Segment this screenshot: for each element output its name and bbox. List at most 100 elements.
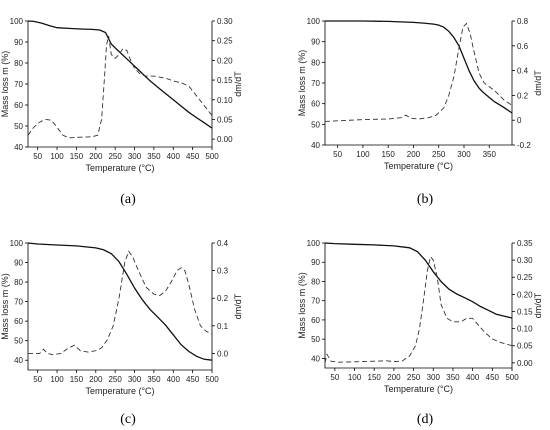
- y-left-tick-label: 80: [311, 58, 320, 67]
- y-right-tick-label: 0.8: [517, 17, 529, 26]
- y-left-tick-label: 100: [10, 17, 24, 26]
- mass-loss-line: [324, 242, 513, 319]
- y-left-axis-label: Mass loss m (%): [297, 50, 307, 117]
- y-left-tick-label: 100: [10, 239, 24, 248]
- y-right-tick-label: 0.4: [517, 67, 529, 76]
- x-tick-label: 50: [33, 375, 42, 384]
- x-tick-label: 100: [50, 152, 64, 161]
- y-right-axis-label: dm/dT: [533, 70, 543, 96]
- x-tick-label: 350: [147, 152, 161, 161]
- x-tick-label: 200: [407, 150, 421, 159]
- y-left-tick-label: 90: [14, 259, 23, 268]
- y-right-tick-label: 0.2: [217, 294, 229, 303]
- y-right-tick-label: 0.00: [217, 135, 233, 144]
- y-right-axis-label: dm/dT: [233, 71, 243, 97]
- x-tick-label: 100: [50, 375, 64, 384]
- y-right-axis-label: dm/dT: [533, 292, 543, 318]
- x-tick-label: 500: [205, 152, 219, 161]
- y-left-tick-label: 60: [14, 317, 23, 326]
- mass-loss-line: [325, 20, 513, 114]
- x-tick-label: 150: [368, 373, 382, 382]
- axis-frame-d: [324, 243, 513, 369]
- y-right-tick-label: 0.15: [217, 76, 233, 85]
- y-right-tick-label: -0.2: [517, 141, 531, 150]
- y-left-tick-label: 90: [14, 38, 23, 47]
- y-right-tick-label: 0.05: [517, 342, 533, 351]
- y-right-tick-label: 0: [517, 116, 522, 125]
- panel-label-a: (a): [120, 192, 136, 207]
- y-right-tick-label: 0.0: [217, 349, 229, 358]
- y-left-tick-label: 80: [14, 278, 23, 287]
- x-tick-label: 400: [466, 373, 480, 382]
- chart-panel-a: 50 100 150 200 250 300 350 400 450 500 40 50 60 70 80 9…: [0, 17, 243, 173]
- y-left-tick-label: 100: [307, 17, 321, 26]
- x-tick-label: 350: [446, 373, 460, 382]
- x-tick-label: 300: [128, 152, 142, 161]
- y-right-tick-label: 0.25: [217, 37, 233, 46]
- y-left-tick-label: 50: [311, 120, 320, 129]
- mass-loss-line: [27, 20, 213, 129]
- dmdt-dashed-line: [324, 22, 513, 122]
- x-tick-label: 50: [330, 373, 339, 382]
- mass-loss-line: [27, 242, 213, 361]
- y-left-tick-label: 40: [311, 141, 320, 150]
- y-left-tick-label: 70: [311, 79, 320, 88]
- y-left-tick-label: 80: [311, 277, 320, 286]
- x-tick-label: 400: [167, 375, 181, 384]
- x-tick-label: 150: [381, 150, 395, 159]
- x-tick-label: 200: [89, 375, 103, 384]
- y-right-tick-label: 0.05: [217, 115, 233, 124]
- y-right-tick-label: 0.10: [517, 325, 533, 334]
- y-right-tick-label: 0.15: [517, 307, 533, 316]
- chart-panel-c: 50 100 150 200 250 300 350 400 450 500 40 50 60 70 80 9…: [0, 239, 243, 396]
- x-tick-label: 250: [432, 150, 446, 159]
- y-right-tick-label: 0.00: [517, 359, 533, 368]
- y-right-tick-label: 0.30: [517, 256, 533, 265]
- axis-frame-c: [27, 243, 213, 371]
- y-left-tick-label: 40: [14, 356, 23, 365]
- y-right-tick-label: 0.25: [517, 273, 533, 282]
- x-axis-label: Temperature (°C): [85, 386, 154, 396]
- y-right-tick-label: 0.6: [517, 42, 529, 51]
- x-tick-label: 150: [70, 375, 84, 384]
- y-left-axis-label: Mass loss m (%): [0, 51, 10, 118]
- y-right-tick-label: 0.4: [217, 239, 229, 248]
- x-tick-label: 100: [356, 150, 370, 159]
- panel-label-c: (c): [120, 412, 136, 427]
- y-right-tick-label: 0.20: [517, 290, 533, 299]
- dmdt-dashed-line: [28, 250, 213, 356]
- y-left-tick-label: 70: [14, 298, 23, 307]
- x-tick-label: 150: [70, 152, 84, 161]
- x-tick-label: 400: [167, 152, 181, 161]
- chart-panel-b: 50 100 150 200 250 300 350 40 50 60 70 80 90 100 -0.2 0…: [297, 17, 543, 171]
- y-left-tick-label: 100: [307, 239, 321, 248]
- y-left-tick-label: 50: [14, 122, 23, 131]
- y-right-tick-label: 0.3: [217, 267, 229, 276]
- x-tick-label: 300: [128, 375, 142, 384]
- x-tick-label: 500: [505, 373, 519, 382]
- x-tick-label: 250: [407, 373, 421, 382]
- y-right-tick-label: 0.10: [217, 96, 233, 105]
- y-right-axis-label: dm/dT: [233, 293, 243, 319]
- x-tick-label: 350: [483, 150, 497, 159]
- y-left-tick-label: 40: [311, 354, 320, 363]
- x-tick-label: 450: [486, 373, 500, 382]
- x-tick-label: 50: [333, 150, 342, 159]
- x-tick-label: 500: [205, 375, 219, 384]
- panel-label-d: (d): [417, 412, 434, 427]
- y-left-tick-label: 70: [311, 297, 320, 306]
- x-axis-label: Temperature (°C): [384, 384, 453, 394]
- x-axis-label: Temperature (°C): [85, 163, 154, 173]
- y-left-tick-label: 60: [14, 101, 23, 110]
- x-tick-label: 450: [186, 375, 200, 384]
- x-tick-label: 100: [348, 373, 362, 382]
- chart-panel-d: 50 100 150 200 250 300 350 400 450 500 40 50 60 70 80 9…: [297, 239, 543, 394]
- y-right-tick-label: 0.20: [217, 56, 233, 65]
- x-tick-label: 350: [147, 375, 161, 384]
- panel-label-b: (b): [417, 192, 434, 207]
- y-left-tick-label: 90: [311, 258, 320, 267]
- x-tick-label: 50: [33, 152, 42, 161]
- dmdt-dashed-line: [324, 255, 513, 364]
- y-left-axis-label: Mass loss m (%): [0, 273, 10, 340]
